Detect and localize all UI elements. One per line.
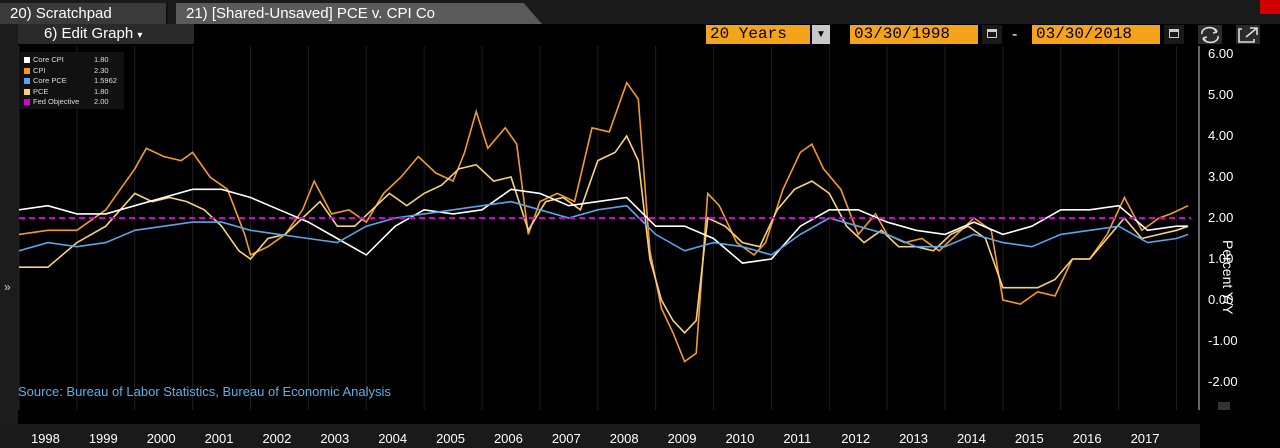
y-tick-label: -2.00	[1208, 374, 1238, 389]
legend-name: PCE	[33, 86, 49, 96]
y-tick-label: 3.00	[1208, 169, 1234, 184]
line-chart	[18, 46, 1200, 410]
period-select[interactable]: 20 Years	[706, 25, 810, 44]
chevron-down-icon: ▼	[816, 29, 826, 40]
x-tick-label: 2014	[956, 431, 986, 446]
calendar-icon	[987, 29, 997, 38]
chart-legend: Core CPI 1.80 CPI 2.30 Core PCE 1.5962 PCE 1.80…	[20, 52, 124, 109]
date-range-separator: -	[1012, 26, 1018, 43]
y-tick-label: -1.00	[1208, 333, 1238, 348]
tab-pce-v-cpi[interactable]: 21) [Shared-Unsaved] PCE v. CPI Co	[176, 3, 542, 24]
x-tick-label: 2007	[551, 431, 581, 446]
legend-name: Fed Objective	[33, 97, 80, 106]
x-tick-label: 2016	[1072, 431, 1102, 446]
refresh-button[interactable]	[1198, 25, 1222, 44]
y-tick-label: 6.00	[1208, 46, 1234, 61]
calendar-icon	[1169, 29, 1179, 38]
expand-panel-button[interactable]: »	[4, 280, 11, 294]
chart-area	[18, 46, 1201, 410]
x-axis-strip	[0, 424, 1200, 448]
x-tick-label: 2013	[899, 431, 928, 446]
source-note: Source: Bureau of Labor Statistics, Bure…	[18, 384, 391, 399]
legend-swatch	[24, 67, 30, 74]
legend-swatch	[24, 99, 30, 106]
legend-swatch	[24, 88, 30, 95]
x-tick-label: 2001	[204, 431, 234, 446]
x-tick-label: 2003	[320, 431, 350, 446]
x-tick-label: 2006	[493, 431, 523, 446]
x-tick-label: 2012	[841, 431, 871, 446]
x-tick-label: 2000	[146, 431, 176, 446]
legend-item: CPI 2.30	[24, 65, 109, 76]
refresh-icon	[1201, 26, 1219, 44]
x-tick-label: 1999	[88, 431, 118, 446]
period-dropdown-button[interactable]: ▼	[812, 25, 830, 44]
chart-options-button[interactable]	[1218, 402, 1230, 410]
x-tick-label: 2008	[609, 431, 639, 446]
legend-value: 2.30	[94, 65, 109, 75]
legend-value: 1.5962	[94, 76, 117, 85]
left-sidebar-strip	[0, 24, 18, 448]
end-date-calendar-button[interactable]	[1164, 25, 1184, 44]
legend-swatch	[24, 57, 30, 64]
chevron-down-icon: ▾	[137, 30, 143, 41]
y-tick-label: 1.00	[1208, 251, 1234, 266]
start-date-field[interactable]: 03/30/1998	[850, 25, 978, 44]
start-date-calendar-button[interactable]	[982, 25, 1002, 44]
series-line-core-pce	[18, 200, 1189, 256]
legend-item: Core PCE 1.5962	[24, 76, 117, 86]
x-tick-label: 2017	[1130, 431, 1160, 446]
x-tick-label: 2011	[783, 431, 812, 446]
legend-name: Core CPI	[33, 55, 64, 64]
series-line-core-cpi	[18, 188, 1189, 264]
series-line-pce	[19, 134, 1189, 334]
y-tick-label: 4.00	[1208, 128, 1234, 143]
tab-scratchpad[interactable]: 20) Scratchpad	[0, 3, 168, 24]
right-margin	[1264, 46, 1280, 448]
legend-name: CPI	[33, 65, 46, 75]
y-tick-label: 0.00	[1208, 292, 1234, 307]
y-axis-label: Percent Y/Y	[1220, 240, 1236, 315]
x-tick-label: 2009	[667, 431, 697, 446]
legend-name: Core PCE	[33, 76, 67, 85]
legend-value: 1.80	[94, 55, 109, 64]
x-tick-label: 2004	[378, 431, 408, 446]
legend-value: 2.00	[94, 97, 109, 106]
close-window-button[interactable]	[1260, 0, 1280, 14]
y-tick-label: 2.00	[1208, 210, 1234, 225]
edit-graph-button[interactable]: 6) Edit Graph ▾	[18, 24, 194, 44]
end-date-field[interactable]: 03/30/2018	[1032, 25, 1160, 44]
legend-value: 1.80	[94, 86, 109, 96]
x-tick-label: 1998	[30, 431, 60, 446]
y-tick-label: 5.00	[1208, 87, 1234, 102]
legend-item: PCE 1.80	[24, 86, 109, 97]
legend-item: Fed Objective 2.00	[24, 97, 109, 107]
x-tick-label: 2002	[262, 431, 292, 446]
popout-icon	[1238, 27, 1258, 43]
legend-item: Core CPI 1.80	[24, 55, 109, 65]
popout-button[interactable]	[1236, 25, 1260, 44]
legend-swatch	[24, 78, 30, 85]
x-tick-label: 2015	[1014, 431, 1044, 446]
edit-graph-label: 6) Edit Graph	[44, 25, 134, 42]
x-tick-label: 2005	[436, 431, 465, 446]
x-tick-label: 2010	[725, 431, 755, 446]
